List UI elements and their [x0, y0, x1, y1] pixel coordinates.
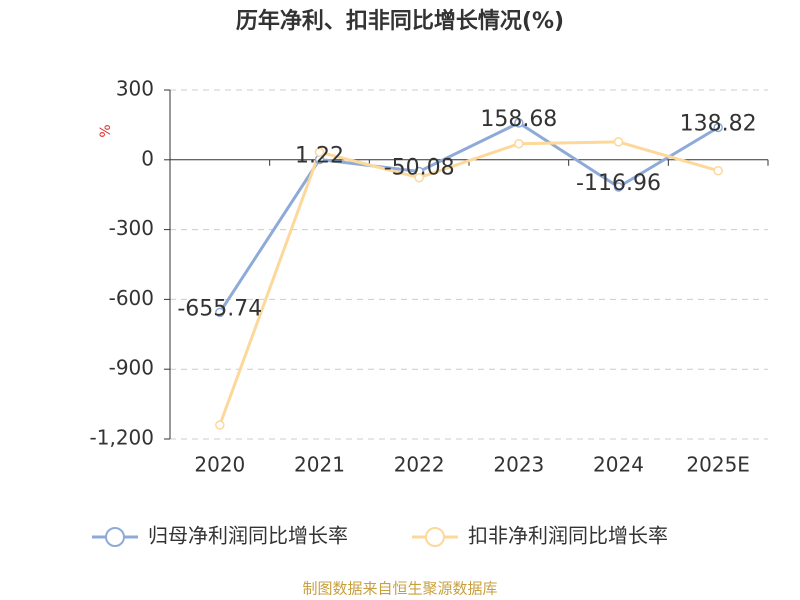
legend-marker: [425, 527, 445, 547]
point: [613, 182, 624, 192]
x-tick-label: 2021: [294, 453, 345, 477]
y-tick-label: 0: [141, 146, 154, 170]
legend-marker: [105, 527, 125, 547]
data-label: 1.22: [295, 144, 344, 169]
y-tick-label: -900: [109, 356, 154, 380]
y-tick-label: 300: [116, 77, 154, 101]
point: [215, 307, 225, 318]
data-label: -655.74: [177, 296, 262, 321]
y-tick-label: -600: [109, 286, 154, 310]
point: [613, 137, 624, 147]
x-tick-label: 2025E: [686, 453, 750, 477]
x-tick-label: 2024: [593, 453, 644, 477]
series-line: [218, 140, 719, 426]
point: [514, 138, 524, 149]
series-line: [218, 121, 719, 314]
point: [414, 172, 424, 183]
data-label: 138.82: [680, 112, 757, 137]
legend-label: 扣非净利润同比增长率: [468, 524, 668, 548]
point: [713, 122, 723, 133]
point: [215, 420, 225, 430]
point: [514, 118, 524, 128]
y-unit: %: [98, 124, 114, 137]
legend-label: 归母净利润同比增长率: [148, 524, 348, 548]
y-tick-label: -300: [109, 216, 154, 240]
y-tick-label: -1,200: [90, 426, 154, 450]
x-tick-label: 2020: [194, 453, 245, 477]
data-label: -50.08: [384, 155, 455, 180]
source-note: 制图数据来自恒生聚源数据库: [302, 580, 497, 598]
data-label: -116.96: [576, 171, 661, 196]
x-tick-label: 2023: [493, 453, 544, 477]
chart-title: 历年净利、扣非同比增长情况(%): [236, 8, 564, 34]
point: [314, 147, 325, 157]
data-label: 158.68: [480, 107, 557, 132]
x-tick-label: 2022: [394, 453, 445, 477]
point: [713, 165, 723, 176]
